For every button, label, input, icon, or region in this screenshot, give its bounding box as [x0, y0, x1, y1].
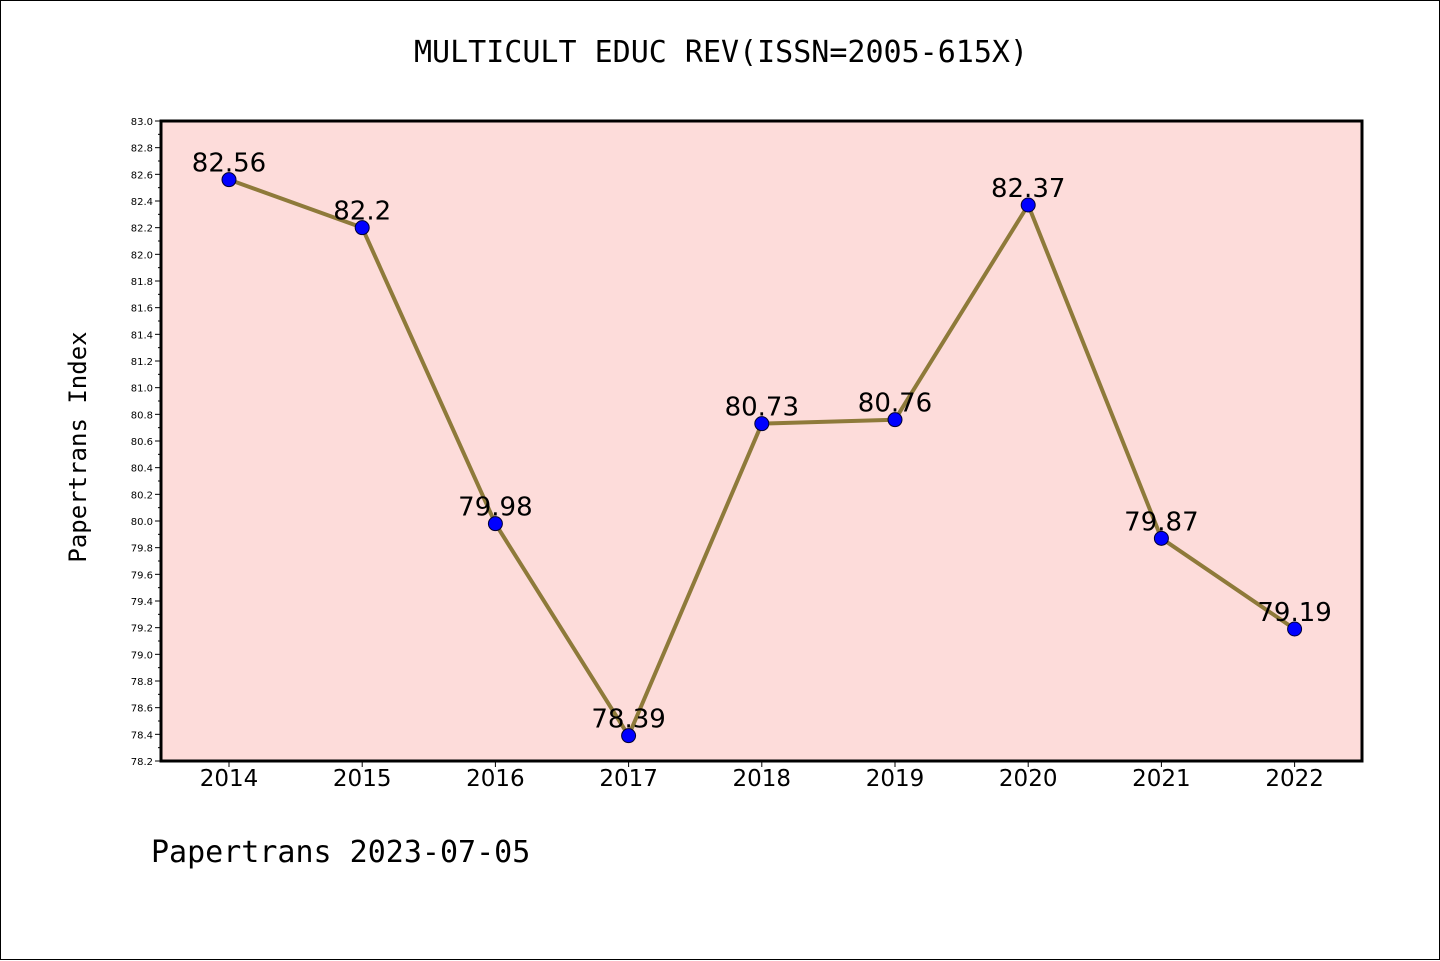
y-tick-label: 81.0	[131, 384, 153, 395]
y-tick-label: 81.8	[131, 277, 153, 288]
data-label: 82.2	[333, 197, 391, 227]
data-label: 82.56	[192, 149, 266, 179]
x-tick-label: 2022	[1265, 766, 1324, 792]
y-tick-label: 83.0	[131, 117, 153, 128]
y-tick-label: 79.8	[131, 544, 153, 555]
y-tick-label: 80.8	[131, 410, 153, 421]
data-point	[1153, 530, 1169, 546]
y-tick-label: 82.0	[131, 250, 153, 261]
data-label: 79.98	[458, 493, 532, 523]
data-point	[1287, 621, 1303, 637]
y-tick-label: 80.6	[131, 437, 153, 448]
data-point	[221, 172, 237, 188]
x-tick-label: 2020	[999, 766, 1058, 792]
y-tick-label: 82.6	[131, 170, 153, 181]
y-tick-label: 78.2	[131, 757, 153, 768]
data-label: 80.73	[725, 393, 799, 423]
data-label: 78.39	[591, 705, 665, 735]
y-tick-label: 79.0	[131, 650, 153, 661]
data-label: 82.37	[991, 174, 1065, 204]
data-label: 79.19	[1257, 598, 1331, 628]
x-tick-label: 2021	[1132, 766, 1191, 792]
y-tick-label: 82.4	[131, 197, 153, 208]
y-tick-label: 80.2	[131, 490, 153, 501]
x-tick-label: 2014	[200, 766, 259, 792]
x-tick-label: 2015	[333, 766, 392, 792]
y-tick-label: 80.4	[131, 464, 153, 475]
data-point	[354, 220, 370, 236]
y-tick-label: 78.8	[131, 677, 153, 688]
data-label: 80.76	[858, 389, 932, 419]
plot-frame	[159, 119, 1364, 763]
y-tick-label: 82.2	[131, 224, 153, 235]
y-tick-label: 81.6	[131, 304, 153, 315]
footer-date-text: Papertrans 2023-07-05	[151, 835, 531, 870]
y-tick-label: 78.4	[131, 730, 153, 741]
y-tick-label: 80.0	[131, 517, 153, 528]
data-point	[621, 728, 637, 744]
chart-title: MULTICULT EDUC REV(ISSN=2005-615X)	[413, 35, 1029, 70]
x-tick-label: 2019	[866, 766, 925, 792]
data-point	[487, 516, 503, 532]
x-tick-label: 2016	[466, 766, 525, 792]
y-tick-label: 81.2	[131, 357, 153, 368]
data-label: 79.87	[1124, 507, 1198, 537]
y-tick-label: 78.6	[131, 704, 153, 715]
data-point	[754, 416, 770, 432]
data-point	[1020, 197, 1036, 213]
y-tick-label: 81.4	[131, 330, 153, 341]
x-tick-label: 2017	[599, 766, 658, 792]
data-point	[887, 412, 903, 428]
y-tick-label: 79.2	[131, 624, 153, 635]
y-tick-label: 79.4	[131, 597, 153, 608]
y-tick-label: 82.8	[131, 144, 153, 155]
x-tick-label: 2018	[733, 766, 792, 792]
y-tick-label: 79.6	[131, 570, 153, 581]
